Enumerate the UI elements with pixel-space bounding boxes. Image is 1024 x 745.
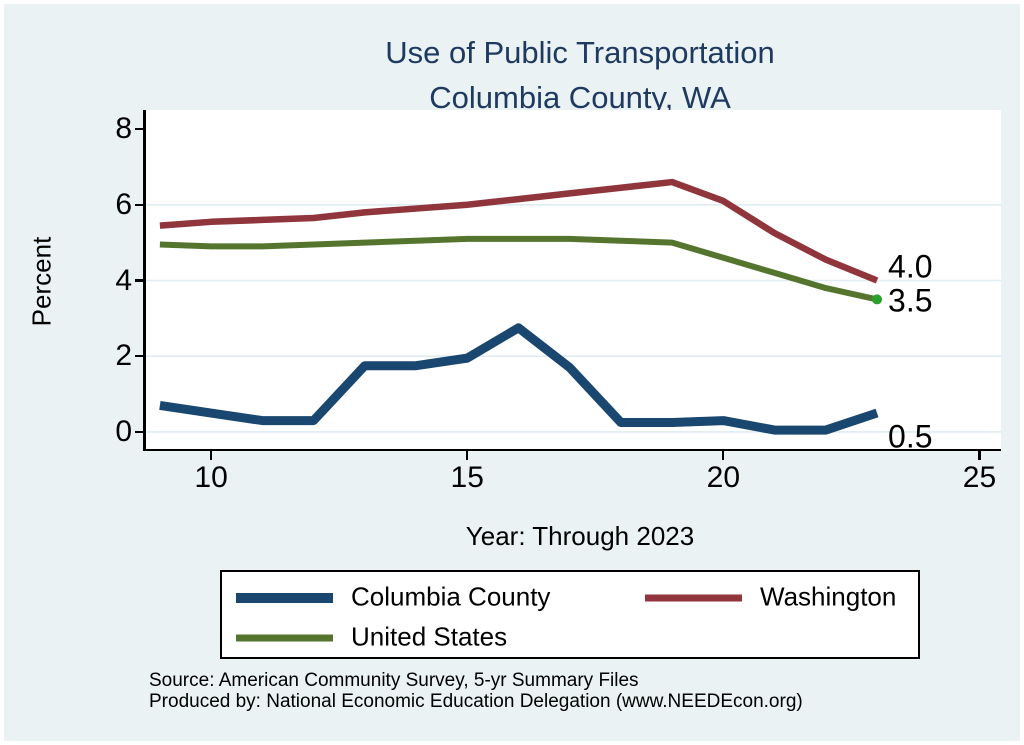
series-line-united-states [159, 235, 878, 303]
end-label-washington: 4.0 [888, 248, 933, 284]
y-tick-label-8: 8 [115, 112, 132, 146]
x-axis-title: Year: Through 2023 [465, 521, 695, 551]
y-tick-mark-8 [135, 127, 144, 131]
y-axis-title: Percent [26, 236, 57, 327]
x-axis-line [143, 448, 1001, 451]
x-tick-mark-25 [978, 451, 981, 460]
x-tick-label-25: 25 [962, 461, 997, 494]
produced-by-note: Produced by: National Economic Education… [149, 691, 803, 712]
source-note: Source: American Community Survey, 5-yr … [149, 670, 639, 691]
legend: Columbia County Washington United States [220, 570, 920, 659]
chart-title-line1: Use of Public Transportation [385, 35, 775, 70]
x-tick-mark-20 [722, 451, 725, 460]
y-tick-mark-2 [135, 355, 144, 358]
y-tick-mark-4 [135, 279, 144, 282]
legend-label-washington: Washington [760, 581, 897, 612]
x-tick-mark-15 [466, 451, 469, 460]
y-tick-label-4: 4 [115, 263, 132, 297]
x-tick-label-15: 15 [450, 461, 484, 494]
series-line-washington [159, 178, 879, 284]
y-tick-label-2: 2 [115, 339, 132, 373]
line-chart [144, 178, 1001, 435]
legend-label-columbia-county: Columbia County [351, 581, 551, 612]
x-tick-label-20: 20 [706, 461, 741, 494]
x-tick-label-10: 10 [194, 461, 228, 494]
chart-title: Use of Public Transportation Columbia Co… [150, 30, 1010, 120]
y-tick-label-0: 0 [115, 414, 132, 448]
y-tick-label-6: 6 [115, 187, 132, 221]
chart-title-line2: Columbia County, WA [429, 80, 731, 115]
end-label-columbia-county: 0.5 [888, 418, 933, 455]
legend-swatch-columbia-county [236, 593, 333, 603]
plot-area [145, 110, 1001, 449]
end-marker-dot [872, 294, 883, 305]
end-label-united-states: 3.5 [888, 282, 933, 319]
y-tick-mark-0 [135, 430, 144, 434]
x-tick-mark-10 [210, 451, 213, 460]
legend-label-united-states: United States [351, 621, 508, 652]
y-tick-mark-6 [135, 203, 144, 206]
legend-swatch-united-states [236, 634, 333, 642]
y-axis-line [143, 110, 146, 451]
legend-swatch-washington [645, 594, 742, 602]
series-line-columbia-county [159, 323, 879, 435]
